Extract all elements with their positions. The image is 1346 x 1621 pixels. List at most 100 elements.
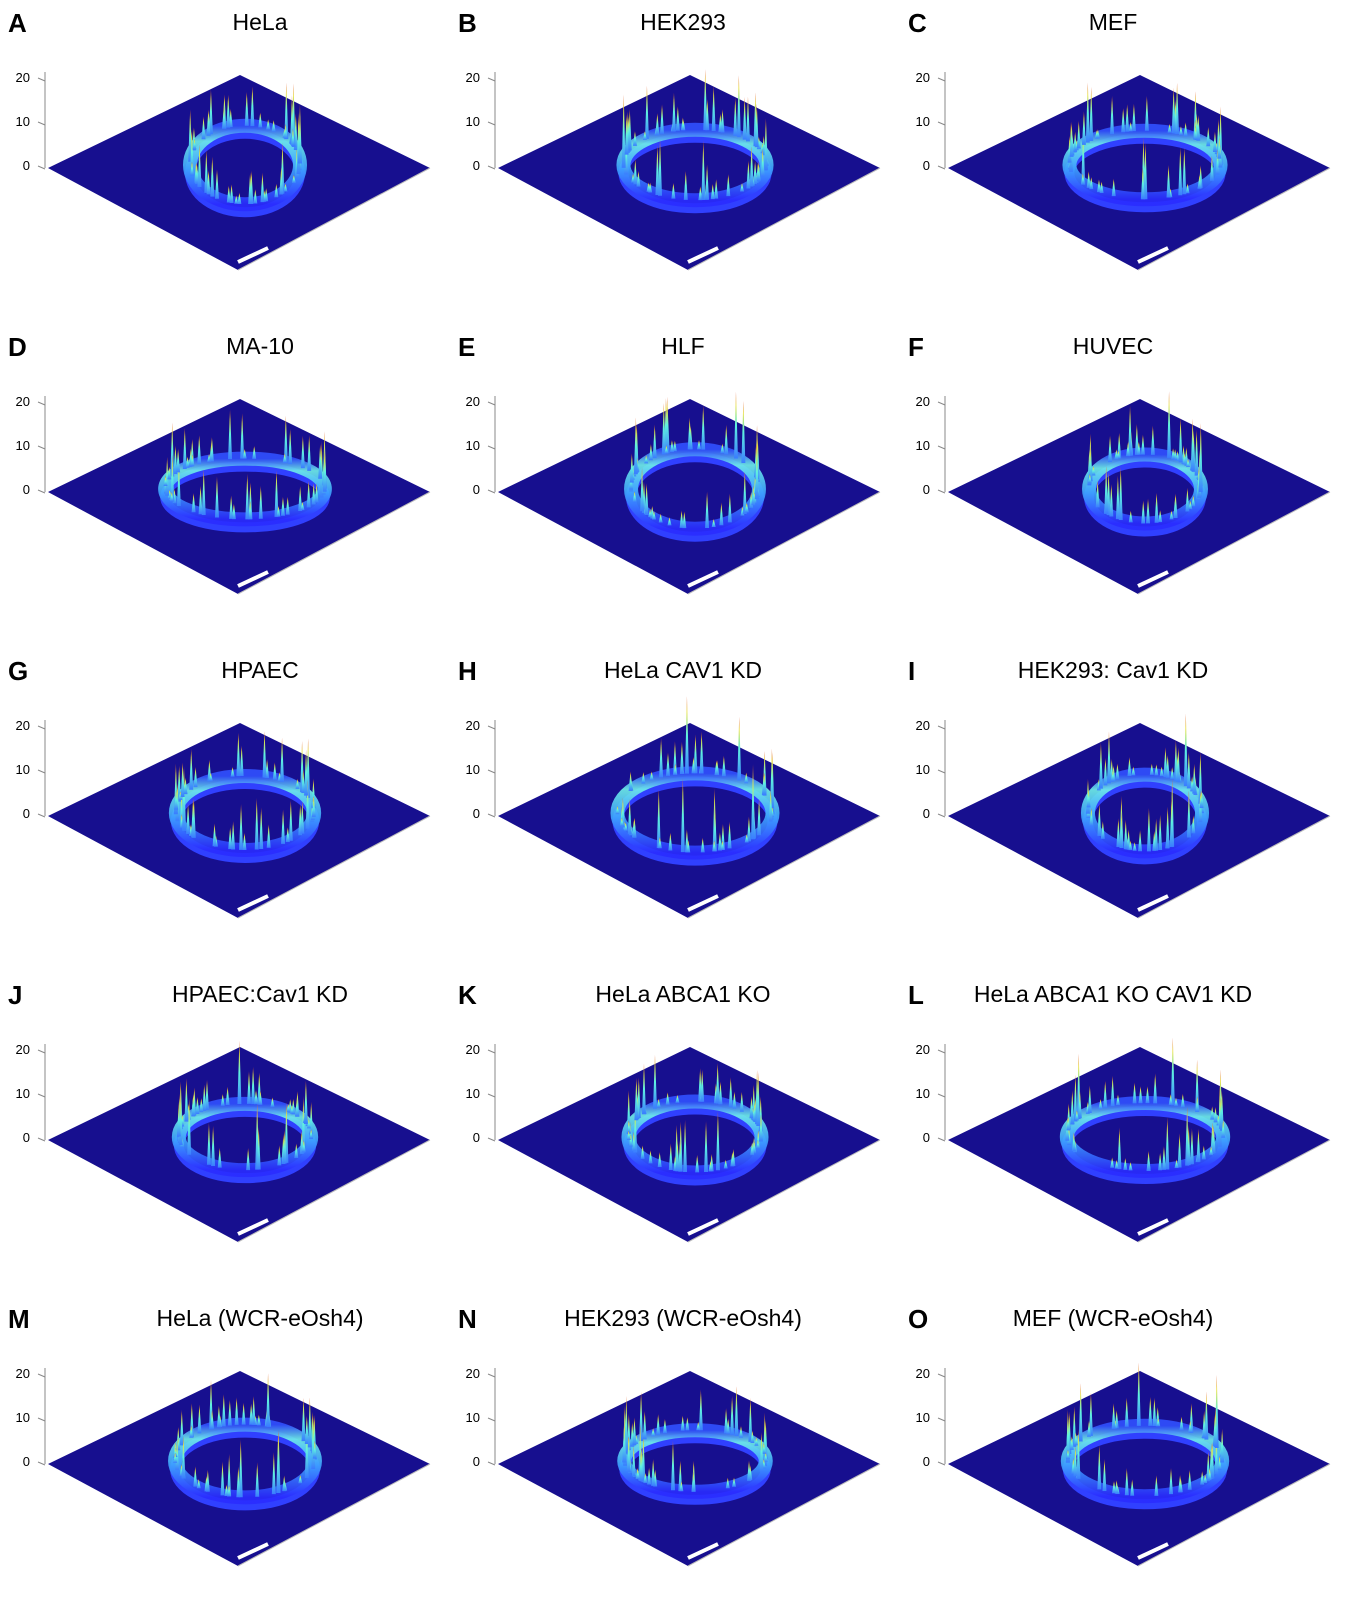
z-tick-label: 10 (916, 1410, 930, 1425)
panel-letter: C (908, 8, 927, 38)
z-tick (488, 814, 495, 817)
z-tick-label: 0 (923, 1130, 930, 1145)
panel-letter: J (8, 980, 22, 1010)
surface-plane (498, 75, 880, 270)
z-tick (938, 1374, 945, 1377)
panel-title: HeLa CAV1 KD (604, 657, 762, 683)
panel: EHLF01020 (458, 332, 880, 594)
panel: AHeLa01020 (8, 8, 430, 270)
z-tick-label: 20 (466, 394, 480, 409)
surface-plane (948, 399, 1330, 594)
panel-title: HeLa ABCA1 KO CAV1 KD (974, 981, 1252, 1007)
z-tick-label: 0 (473, 1454, 480, 1469)
panel-title: HEK293: Cav1 KD (1018, 657, 1208, 683)
panel-title: HeLa (233, 9, 288, 35)
panel-title: HUVEC (1073, 333, 1154, 359)
z-tick-label: 20 (916, 394, 930, 409)
z-tick (488, 1138, 495, 1141)
z-tick (38, 1050, 45, 1053)
panel: KHeLa ABCA1 KO01020 (458, 980, 880, 1242)
z-tick-label: 10 (466, 1410, 480, 1425)
z-tick (38, 770, 45, 773)
z-tick-label: 10 (16, 114, 30, 129)
z-tick (938, 1418, 945, 1421)
panel-letter: O (908, 1304, 928, 1334)
panel: FHUVEC01020 (908, 332, 1330, 594)
z-tick-label: 10 (916, 1086, 930, 1101)
panel-title: HEK293 (640, 9, 726, 35)
z-tick-label: 10 (16, 438, 30, 453)
surface-plane (948, 723, 1330, 918)
panel-title: HeLa ABCA1 KO (595, 981, 770, 1007)
z-tick-label: 0 (923, 806, 930, 821)
panel: MHeLa (WCR-eOsh4)01020 (8, 1304, 430, 1566)
panel-letter: L (908, 980, 924, 1010)
z-tick-label: 20 (916, 70, 930, 85)
z-tick (938, 122, 945, 125)
panel-title: MA-10 (226, 333, 294, 359)
surface-plane (498, 1371, 880, 1566)
z-tick-label: 0 (23, 482, 30, 497)
z-tick-label: 10 (16, 1410, 30, 1425)
z-tick-label: 20 (466, 1042, 480, 1057)
panel-letter: H (458, 656, 477, 686)
z-tick (38, 166, 45, 169)
z-tick-label: 0 (23, 158, 30, 173)
surface-plane (498, 723, 880, 918)
z-tick (488, 446, 495, 449)
z-tick-label: 0 (473, 482, 480, 497)
z-tick (938, 1050, 945, 1053)
z-tick-label: 20 (916, 1366, 930, 1381)
z-tick (938, 770, 945, 773)
panel-letter: D (8, 332, 27, 362)
z-tick (938, 490, 945, 493)
panel-letter: I (908, 656, 915, 686)
panel-letter: F (908, 332, 924, 362)
panel-letter: N (458, 1304, 477, 1334)
surface-plane (948, 75, 1330, 270)
z-tick (38, 1462, 45, 1465)
z-tick (938, 1138, 945, 1141)
panel-letter: E (458, 332, 475, 362)
z-tick-label: 0 (473, 1130, 480, 1145)
z-tick-label: 10 (466, 1086, 480, 1101)
panel-title: MEF (1089, 9, 1138, 35)
surface-plane (48, 399, 430, 594)
z-tick (38, 726, 45, 729)
z-tick (38, 446, 45, 449)
z-tick-label: 0 (473, 806, 480, 821)
z-tick (488, 770, 495, 773)
z-tick (38, 814, 45, 817)
z-tick (488, 166, 495, 169)
z-tick-label: 20 (16, 394, 30, 409)
panel: D MA-10 0 10 20 (8, 332, 430, 594)
panel: NHEK293 (WCR-eOsh4)01020 (458, 1304, 880, 1566)
z-tick-label: 20 (16, 1366, 30, 1381)
z-tick-label: 10 (916, 762, 930, 777)
z-tick (488, 402, 495, 405)
z-tick-label: 20 (916, 1042, 930, 1057)
z-tick (488, 1418, 495, 1421)
z-tick (38, 402, 45, 405)
z-tick-label: 0 (923, 1454, 930, 1469)
panel-title: HPAEC (221, 657, 299, 683)
z-tick (38, 1138, 45, 1141)
z-tick-label: 10 (466, 438, 480, 453)
z-tick-label: 0 (473, 158, 480, 173)
z-tick (488, 1094, 495, 1097)
z-tick-label: 20 (16, 1042, 30, 1057)
z-tick-label: 10 (16, 762, 30, 777)
z-tick (38, 1374, 45, 1377)
z-tick (488, 78, 495, 81)
surface-plane (48, 1371, 430, 1566)
z-tick-label: 10 (466, 762, 480, 777)
z-tick-label: 20 (466, 718, 480, 733)
surface-plane (48, 75, 430, 270)
panel: BHEK29301020 (458, 8, 880, 270)
z-tick (938, 1462, 945, 1465)
z-tick-label: 0 (923, 482, 930, 497)
z-tick (38, 122, 45, 125)
z-tick-label: 20 (16, 70, 30, 85)
